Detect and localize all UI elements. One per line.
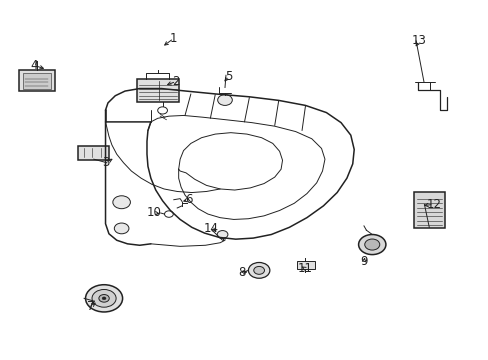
Text: 1: 1 [170,32,177,45]
FancyBboxPatch shape [413,192,444,228]
Text: 8: 8 [238,266,245,279]
Circle shape [217,230,227,238]
Circle shape [99,294,109,302]
Circle shape [92,289,116,307]
FancyBboxPatch shape [296,261,314,269]
Circle shape [358,234,385,255]
Circle shape [113,196,130,209]
Text: 9: 9 [360,255,367,268]
Circle shape [248,262,269,278]
Circle shape [364,239,379,250]
Circle shape [217,95,232,105]
Text: 4: 4 [30,59,38,72]
Circle shape [102,297,106,300]
Circle shape [114,223,129,234]
Text: 2: 2 [172,75,180,88]
FancyBboxPatch shape [22,73,51,89]
Text: 5: 5 [225,69,232,82]
Text: 6: 6 [184,193,192,206]
Text: 12: 12 [426,198,440,211]
Text: 10: 10 [146,207,162,220]
Text: 7: 7 [87,300,95,313]
Text: 3: 3 [102,156,109,169]
Circle shape [253,266,264,274]
Text: 14: 14 [203,222,219,235]
FancyBboxPatch shape [19,70,55,91]
FancyBboxPatch shape [137,79,179,102]
Text: 13: 13 [411,34,426,48]
Circle shape [85,285,122,312]
Text: 11: 11 [297,262,312,275]
FancyBboxPatch shape [78,146,109,159]
